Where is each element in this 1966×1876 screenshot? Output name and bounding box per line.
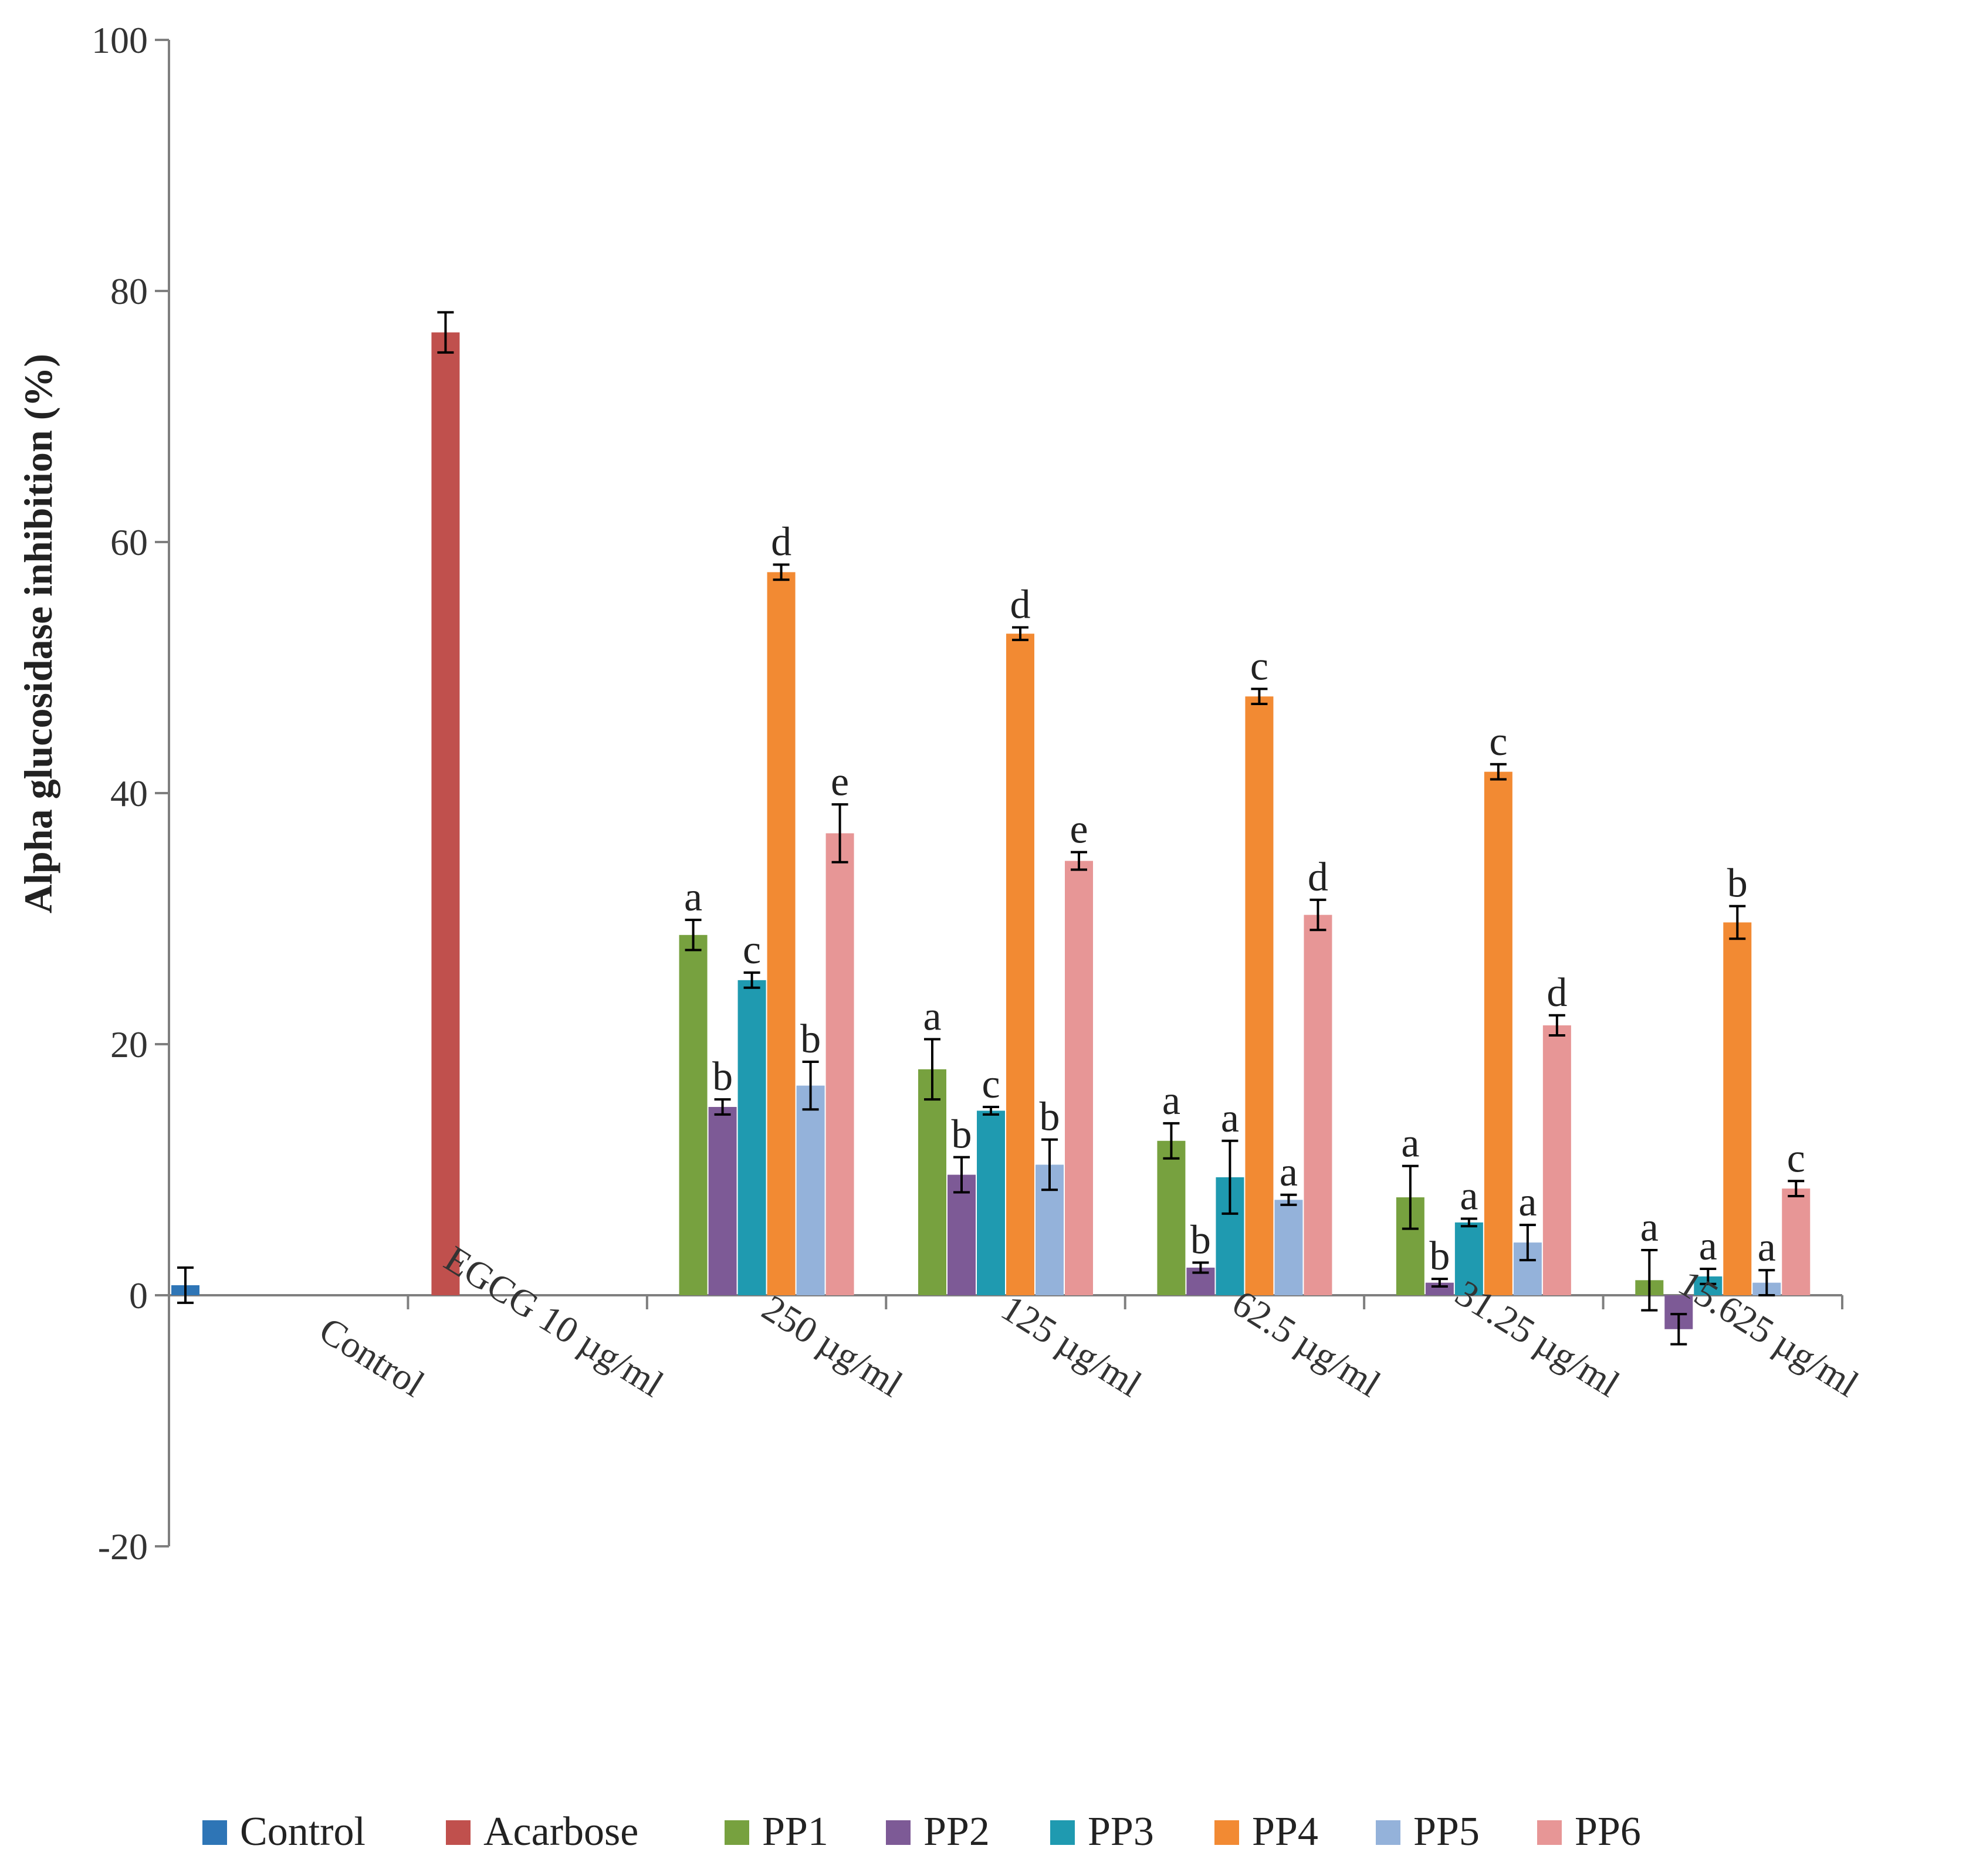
category-label: EGCG 10 µg/ml [437, 1238, 671, 1405]
significance-label: b [1429, 1234, 1450, 1279]
bar-pp3-6 [1454, 1222, 1483, 1295]
bar-pp6-3 [825, 833, 854, 1295]
significance-label: a [1518, 1180, 1537, 1225]
bar-pp6-4 [1065, 861, 1093, 1295]
significance-label: a [1401, 1121, 1419, 1166]
y-tick-label: 80 [110, 270, 148, 312]
legend-swatch [886, 1820, 911, 1845]
significance-label: d [771, 520, 791, 565]
significance-label: b [800, 1017, 821, 1062]
significance-label: a [1758, 1225, 1776, 1270]
significance-label: c [1787, 1136, 1805, 1181]
category-label: Control [312, 1309, 431, 1405]
legend-label: Acarbose [483, 1809, 638, 1854]
significance-label: a [1460, 1173, 1478, 1218]
legend: Control Acarbose PP1 PP2 PP3 PP4 PP5 PP6 [202, 1809, 1641, 1854]
bar-pp4-3 [767, 572, 796, 1295]
bar-pp6-5 [1304, 915, 1332, 1295]
significance-label: c [1250, 644, 1268, 689]
legend-swatch [1537, 1820, 1562, 1845]
bar-pp1-3 [679, 934, 708, 1295]
significance-label: b [712, 1054, 733, 1099]
significance-label: c [982, 1062, 1000, 1107]
legend-swatch [725, 1820, 749, 1845]
y-axis-label: Alpha glucosidase inhibition (%) [16, 354, 60, 913]
significance-label: b [1040, 1095, 1060, 1140]
legend-swatch [446, 1820, 471, 1845]
axes: -20 0 20 40 60 80 100 [92, 19, 1843, 1567]
bar-pp4-6 [1484, 771, 1512, 1295]
legend-swatch [1050, 1820, 1075, 1845]
significance-label: d [1547, 970, 1567, 1015]
significance-label: b [1727, 861, 1748, 906]
significance-label: b [952, 1112, 972, 1157]
legend-swatch [1376, 1820, 1400, 1845]
y-tick-label: -20 [98, 1526, 148, 1567]
bars [171, 332, 1811, 1329]
legend-label: PP2 [923, 1809, 990, 1854]
error-bars [177, 311, 1805, 1346]
significance-label: a [684, 875, 702, 920]
significance-label: a [1162, 1078, 1180, 1123]
significance-label: e [1070, 807, 1088, 852]
y-tick-label: 0 [129, 1275, 148, 1316]
bar-pp4-4 [1006, 634, 1034, 1295]
legend-label: PP5 [1413, 1809, 1480, 1854]
bar-pp6-6 [1542, 1025, 1571, 1295]
bar-pp3-4 [977, 1110, 1005, 1295]
legend-swatch [202, 1820, 227, 1845]
legend-label: Control [240, 1809, 366, 1854]
significance-label: d [1010, 583, 1031, 628]
bar-acarbose-2 [431, 332, 460, 1295]
significance-label: a [1640, 1205, 1659, 1250]
significance-label: c [743, 927, 761, 973]
bar-pp6-7 [1782, 1188, 1811, 1295]
y-tick-label: 100 [92, 19, 148, 61]
significance-label: a [1699, 1224, 1717, 1269]
bar-pp1-5 [1157, 1140, 1186, 1295]
bar-pp4-5 [1245, 696, 1274, 1295]
bar-pp1-4 [918, 1069, 946, 1295]
legend-swatch [1214, 1820, 1239, 1845]
bar-pp5-5 [1274, 1200, 1303, 1295]
bar-pp3-3 [737, 980, 766, 1295]
significance-label: a [923, 994, 941, 1039]
significance-label: c [1489, 719, 1507, 764]
y-tick-label: 40 [110, 773, 148, 814]
legend-label: PP3 [1088, 1809, 1154, 1854]
legend-label: PP4 [1252, 1809, 1318, 1854]
y-tick-label: 60 [110, 522, 148, 563]
bar-pp2-3 [708, 1107, 737, 1295]
bar-pp5-3 [796, 1085, 825, 1295]
legend-label: PP1 [762, 1809, 828, 1854]
significance-label: e [831, 759, 849, 804]
significance-label: a [1221, 1096, 1239, 1141]
significance-label: b [1190, 1217, 1211, 1262]
y-tick-label: 20 [110, 1024, 148, 1065]
bar-pp4-7 [1723, 922, 1752, 1295]
significance-label: d [1308, 855, 1328, 900]
legend-label: PP6 [1575, 1809, 1641, 1854]
bar-pp2-4 [948, 1174, 976, 1295]
significance-label: a [1280, 1150, 1298, 1195]
